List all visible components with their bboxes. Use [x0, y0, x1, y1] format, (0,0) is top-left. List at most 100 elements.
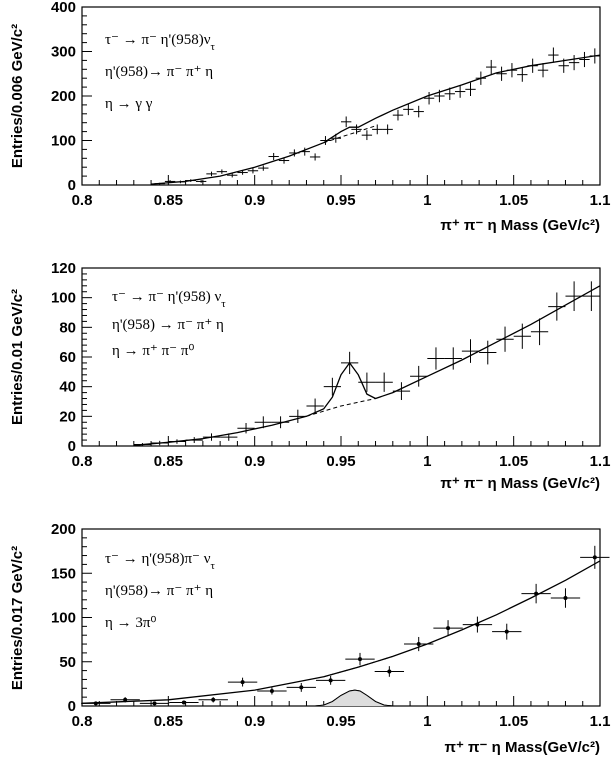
x-tick-label: 1 — [423, 192, 431, 209]
marker-dot — [534, 591, 539, 596]
data-point — [372, 124, 383, 135]
decay-annotation: η → π⁺ π⁻ π⁰ — [112, 343, 194, 359]
data-point — [375, 372, 393, 392]
y-tick-label: 40 — [59, 379, 76, 396]
data-point — [195, 180, 207, 183]
y-tick-label: 50 — [59, 654, 76, 671]
x-axis-label: π⁺ π⁻ η Mass (GeV/c²) — [440, 475, 600, 492]
marker-dot — [93, 701, 98, 706]
data-point — [492, 623, 522, 640]
data-point — [517, 67, 528, 82]
y-tick-label: 200 — [51, 88, 76, 105]
y-tick-label: 300 — [51, 44, 76, 61]
x-tick-label: 0.95 — [326, 713, 355, 730]
data-point — [323, 377, 341, 396]
data-point — [247, 168, 259, 174]
panel-1: 0.8 0.85 0.9 0.95 1 1.05 1.1 0 100 200 300 400 Entri… — [9, 0, 610, 234]
data-point — [206, 171, 217, 177]
data-point — [530, 318, 549, 346]
data-point — [537, 63, 549, 78]
data-point — [216, 169, 228, 174]
data-point — [351, 124, 362, 135]
data-point — [506, 63, 518, 78]
background-curve — [323, 125, 376, 144]
data-point — [185, 179, 196, 182]
data-point — [550, 588, 581, 608]
x-tick-label: 0.9 — [244, 453, 265, 470]
y-axis-label: Entries/0.006 GeV/c² — [9, 24, 26, 168]
data-point — [133, 443, 152, 446]
data-point — [306, 398, 324, 414]
marker-dot — [387, 669, 392, 674]
x-tick-label: 0.85 — [154, 713, 183, 730]
data-point — [527, 58, 538, 73]
signal-area — [315, 690, 393, 706]
data-point — [227, 677, 258, 687]
data-point — [202, 433, 221, 441]
y-axis-label: Entries/0.017 GeV/c² — [9, 546, 26, 690]
data-point — [548, 47, 559, 63]
y-tick-label: 80 — [59, 319, 76, 336]
marker-dot — [563, 596, 568, 601]
marker-dot — [504, 629, 509, 634]
x-axis-label: π⁺ π⁻ η Mass(GeV/c²) — [444, 739, 600, 756]
data-point — [254, 416, 272, 429]
x-tick-label: 1.05 — [499, 192, 528, 209]
data-point — [168, 439, 186, 444]
y-tick-label: 150 — [51, 565, 76, 582]
data-point — [423, 91, 435, 105]
marker-dot — [269, 688, 274, 693]
data-point — [462, 616, 493, 633]
y-tick-label: 0 — [68, 177, 76, 194]
data-point — [289, 149, 300, 157]
x-tick-label: 0.9 — [244, 713, 265, 730]
marker-dot — [240, 680, 245, 685]
data-point — [257, 687, 287, 695]
decay-annotation: η → 3π⁰ — [105, 615, 156, 631]
data-point — [461, 339, 480, 363]
data-point — [309, 153, 321, 161]
data-point — [496, 326, 514, 352]
x-tick-label: 0.8 — [72, 192, 93, 209]
data-point — [237, 423, 255, 434]
data-point — [403, 103, 414, 116]
data-point — [185, 437, 203, 444]
data-point — [315, 675, 346, 685]
marker-dot — [446, 626, 451, 631]
data-point — [479, 340, 497, 365]
data-point — [227, 172, 238, 178]
marker-dot — [328, 678, 333, 683]
x-axis-label: π⁺ π⁻ η Mass (GeV/c²) — [440, 217, 600, 234]
data-point — [271, 416, 290, 429]
data-point — [330, 133, 341, 143]
decay-annotation: τ⁻ → π⁻ η'(958) ντ — [112, 289, 226, 310]
data-point — [579, 51, 590, 68]
data-point — [341, 351, 359, 375]
data-point — [444, 87, 455, 101]
data-point — [258, 165, 269, 171]
x-tick-label: 1.1 — [590, 713, 611, 730]
x-tick-label: 1 — [423, 453, 431, 470]
data-point — [154, 182, 165, 185]
panel-3: 0.8 0.85 0.9 0.95 1 1.05 1.1 0 50 100 150 200 Entrie… — [9, 521, 610, 756]
x-tick-label: 0.95 — [326, 192, 355, 209]
data-point — [454, 85, 466, 98]
y-tick-label: 200 — [51, 521, 76, 538]
decay-annotation: τ⁻ → η'(958)π⁻ ντ — [105, 551, 216, 572]
y-tick-label: 100 — [51, 610, 76, 627]
data-point — [404, 636, 434, 652]
data-point — [486, 59, 497, 75]
data-point — [286, 682, 316, 692]
data-point — [413, 105, 424, 118]
x-tick-label: 0.95 — [326, 453, 355, 470]
decay-annotation: η'(958)→ π⁻ π⁺ η — [105, 64, 213, 80]
y-axis-label: Entries/0.01 GeV/c² — [9, 289, 26, 425]
y-tick-label: 0 — [68, 698, 76, 715]
marker-dot — [211, 697, 216, 702]
y-tick-label: 20 — [59, 408, 76, 425]
x-tick-label: 1.1 — [590, 453, 611, 470]
data-point — [139, 701, 170, 706]
data-point — [110, 697, 140, 703]
data-point — [475, 71, 487, 85]
